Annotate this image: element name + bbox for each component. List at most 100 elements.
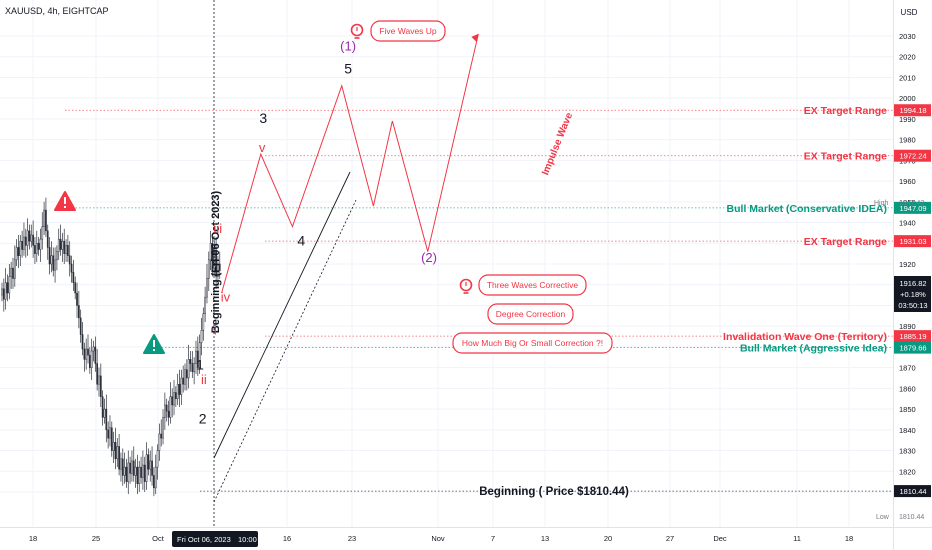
wave-label: v bbox=[259, 140, 266, 155]
wave-label: 4 bbox=[297, 232, 305, 248]
candle-body bbox=[164, 404, 166, 418]
candle-body bbox=[34, 245, 36, 254]
level-label: Bull Market (Conservative IDEA) bbox=[727, 203, 887, 215]
x-tick-label: 18 bbox=[845, 534, 853, 543]
candle-body bbox=[184, 369, 186, 385]
candle-body bbox=[118, 446, 120, 470]
candle-body bbox=[209, 243, 212, 261]
candle-body bbox=[187, 359, 190, 379]
candle-body bbox=[202, 313, 205, 331]
y-tick-label: 1940 bbox=[899, 219, 916, 228]
y-tick-label: 2000 bbox=[899, 94, 916, 103]
candle-body bbox=[74, 282, 77, 294]
y-tick-label: 1980 bbox=[899, 136, 916, 145]
candle-body bbox=[41, 226, 44, 240]
candle-body bbox=[13, 259, 16, 279]
candle-body bbox=[169, 396, 172, 418]
candle-body bbox=[207, 259, 210, 279]
candle-body bbox=[12, 267, 14, 279]
last-price-box bbox=[894, 276, 931, 312]
annotation-box bbox=[487, 303, 574, 325]
wave-label: iv bbox=[221, 289, 231, 304]
channel-upper-line bbox=[213, 171, 351, 459]
x-tick-label: Dec bbox=[713, 534, 727, 543]
x-tick-label: 11 bbox=[793, 534, 801, 543]
annotation-box bbox=[478, 274, 587, 296]
warning-triangle-icon-bar bbox=[64, 197, 66, 204]
price-tag-box bbox=[894, 149, 931, 162]
candle-body bbox=[191, 363, 194, 373]
wave-projection-path bbox=[221, 33, 479, 294]
candle-body bbox=[15, 247, 18, 261]
candle-body bbox=[189, 359, 192, 364]
high-label: High bbox=[874, 200, 889, 207]
candle-body bbox=[153, 475, 155, 489]
price-tag-text: 1931.03 bbox=[899, 237, 926, 246]
candle-body bbox=[136, 466, 139, 484]
level-label: Invalidation Wave One (Territory) bbox=[723, 331, 887, 343]
candle-body bbox=[101, 396, 104, 418]
candle-body bbox=[63, 240, 66, 254]
alert-triangle-icon-bar bbox=[153, 340, 155, 347]
candle-body bbox=[132, 460, 135, 476]
low-label: Low bbox=[876, 514, 890, 521]
candle-body bbox=[6, 282, 9, 294]
alert-triangle-icon-dot bbox=[153, 349, 155, 351]
candle-body bbox=[149, 460, 152, 470]
candle-body bbox=[114, 442, 117, 460]
candle-body bbox=[120, 458, 122, 470]
lightbulb-icon bbox=[459, 278, 473, 292]
candle-body bbox=[185, 369, 188, 379]
lightbulb-icon bbox=[350, 23, 364, 37]
impulse-arrow-head bbox=[471, 33, 479, 42]
price-tag-text: 1879.66 bbox=[899, 344, 926, 353]
candle-body bbox=[88, 354, 91, 368]
price-tag-box bbox=[894, 235, 931, 248]
price-tag-box bbox=[894, 201, 931, 214]
candle-body bbox=[165, 404, 168, 412]
y-tick-label: 1960 bbox=[899, 177, 916, 186]
wave-label: 2 bbox=[199, 411, 207, 427]
candle-body bbox=[196, 350, 199, 368]
candle-body bbox=[56, 251, 58, 261]
candle-body bbox=[24, 236, 27, 246]
candle-body bbox=[78, 305, 80, 319]
candle-body bbox=[121, 458, 124, 476]
candle-body bbox=[39, 238, 42, 250]
candle-body bbox=[96, 363, 99, 385]
candle-body bbox=[147, 454, 150, 470]
y-tick-label: 1920 bbox=[899, 260, 916, 269]
candle-body bbox=[171, 396, 174, 406]
y-tick-label: 2010 bbox=[899, 73, 916, 82]
x-cursor-date: Fri Oct 06, 2023 bbox=[177, 535, 231, 544]
wave-label: (2) bbox=[421, 250, 437, 265]
x-tick-label: 13 bbox=[541, 534, 549, 543]
candle-body bbox=[154, 466, 157, 489]
price-tag-box bbox=[894, 330, 931, 343]
candle-body bbox=[92, 346, 95, 352]
candle-body bbox=[109, 427, 111, 439]
candle-body bbox=[2, 288, 5, 300]
candle-body bbox=[26, 230, 29, 246]
y-tick-label: 1850 bbox=[899, 405, 916, 414]
candle-body bbox=[218, 263, 221, 271]
x-tick-label: 18 bbox=[29, 534, 37, 543]
candle-body bbox=[162, 417, 164, 439]
candle-body bbox=[127, 462, 130, 482]
x-tick-label: 23 bbox=[348, 534, 356, 543]
wave-label: ii bbox=[201, 372, 207, 387]
candle-body bbox=[37, 243, 40, 250]
low-value: 1810.44 bbox=[899, 514, 924, 521]
x-tick-label: 20 bbox=[604, 534, 612, 543]
candle-body bbox=[160, 433, 163, 439]
candle-body bbox=[131, 460, 133, 474]
wave-label: iii bbox=[213, 221, 222, 236]
candle-body bbox=[125, 466, 128, 482]
wave-label: (1) bbox=[340, 39, 356, 54]
candle-body bbox=[48, 247, 51, 265]
y-tick-label: 1820 bbox=[899, 467, 916, 476]
x-tick-label: 7 bbox=[491, 534, 495, 543]
last-price-value: 1916.82 bbox=[899, 279, 926, 288]
